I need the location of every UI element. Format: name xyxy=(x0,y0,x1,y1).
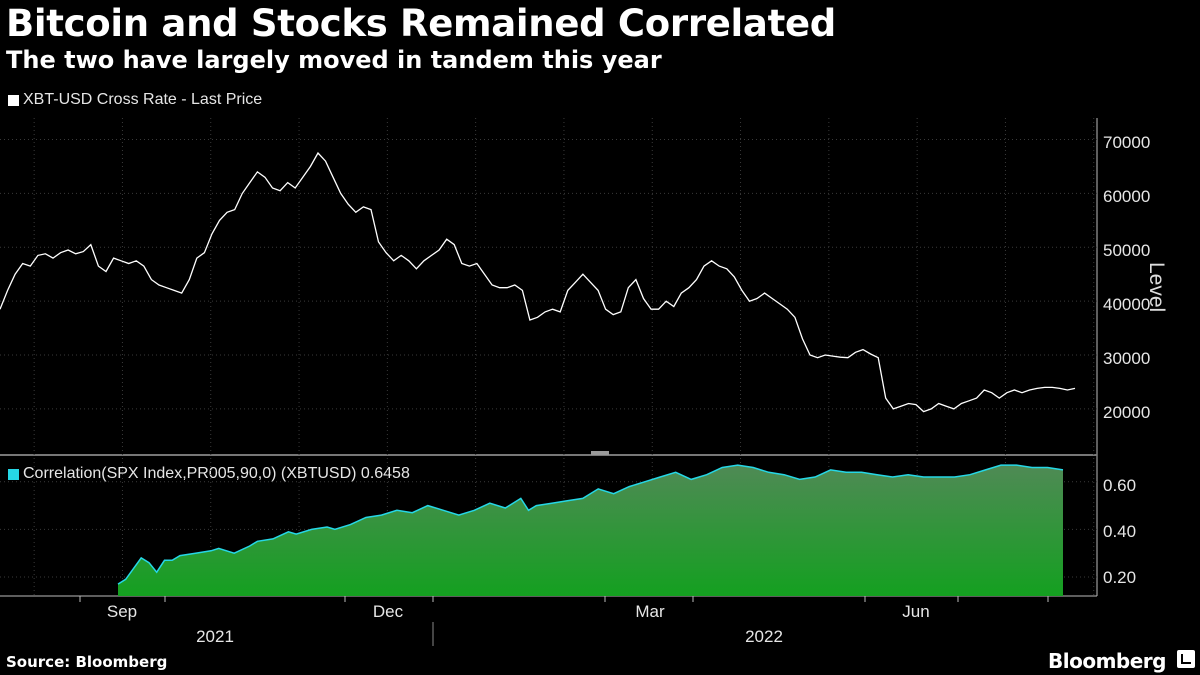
price-y-tick: 20000 xyxy=(1103,403,1150,422)
bloomberg-terminal-icon xyxy=(1177,650,1195,668)
price-legend-swatch xyxy=(8,94,19,106)
panel-resize-handle[interactable] xyxy=(591,451,609,455)
correlation-y-tick: 0.60 xyxy=(1103,476,1136,495)
correlation-legend-label: Correlation(SPX Index,PR005,90,0) (XBTUS… xyxy=(23,465,410,482)
correlation-y-tick: 0.20 xyxy=(1103,568,1136,587)
bloomberg-logo: Bloomberg xyxy=(1048,649,1166,673)
year-label: 2022 xyxy=(745,627,783,646)
source-note: Source: Bloomberg xyxy=(6,653,168,671)
correlation-area xyxy=(118,465,1063,596)
correlation-line xyxy=(117,464,1064,585)
price-gridlines xyxy=(0,139,1097,410)
x-tick-label: Dec xyxy=(373,602,404,621)
price-y-tick: 30000 xyxy=(1103,349,1150,368)
chart-title: Bitcoin and Stocks Remained Correlated xyxy=(6,2,836,45)
price-legend: XBT-USD Cross Rate - Last Price xyxy=(8,91,262,109)
x-tick-label: Jun xyxy=(902,602,929,621)
x-tick-label: Sep xyxy=(107,602,137,621)
price-y-ticks: 70000 60000 50000 40000 30000 20000 xyxy=(1103,133,1150,422)
correlation-legend-swatch xyxy=(8,468,19,480)
price-legend-label: XBT-USD Cross Rate - Last Price xyxy=(23,91,263,108)
price-y-tick: 50000 xyxy=(1103,241,1150,260)
price-y-tick: 40000 xyxy=(1103,295,1150,314)
price-y-tick: 60000 xyxy=(1103,187,1150,206)
price-y-tick: 70000 xyxy=(1103,133,1150,152)
x-tick-label: Mar xyxy=(635,602,665,621)
correlation-y-ticks: 0.60 0.40 0.20 xyxy=(1103,476,1136,587)
price-line xyxy=(0,151,1076,413)
chart-subtitle: The two have largely moved in tandem thi… xyxy=(6,46,662,74)
year-label: 2021 xyxy=(196,627,234,646)
correlation-legend: Correlation(SPX Index,PR005,90,0) (XBTUS… xyxy=(8,465,410,483)
correlation-y-tick: 0.40 xyxy=(1103,522,1136,541)
